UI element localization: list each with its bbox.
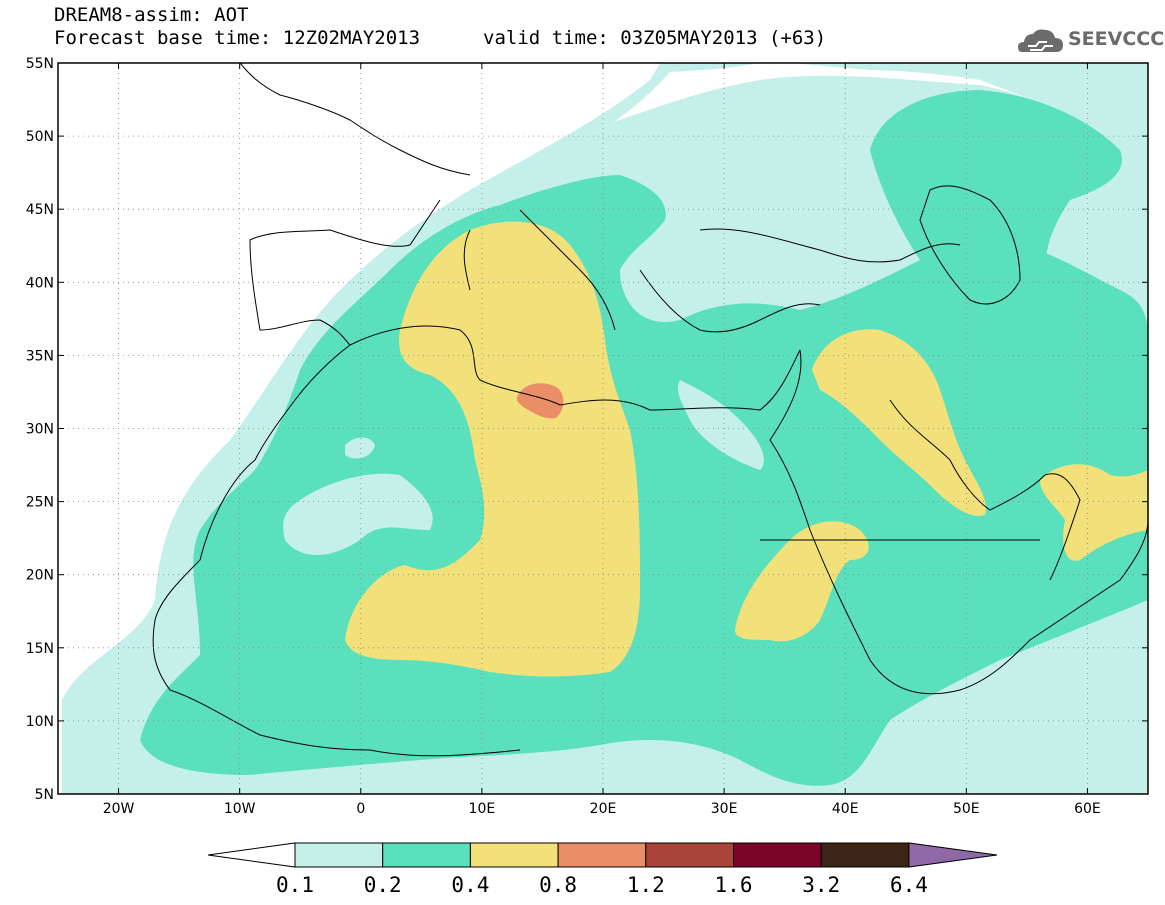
colorbar-segment [557, 842, 647, 868]
lat-tick-label: 10N [26, 714, 54, 730]
logo-text: SEEVCCC [1068, 28, 1165, 50]
aot-shading [62, 63, 1148, 794]
map-title: DREAM8-assim: AOT [54, 4, 249, 26]
aot-light-patch-1 [283, 473, 433, 555]
colorbar-label: 0.8 [539, 873, 577, 897]
lat-tick-label: 25N [26, 495, 54, 511]
colorbar-label: 0.1 [276, 873, 314, 897]
lon-tick-label: 20W [103, 801, 135, 817]
map-grid [58, 63, 1148, 794]
colorbar-label: 0.4 [451, 873, 489, 897]
colorbar: 0.1 0.2 0.4 0.8 1.2 1.6 3.2 6.4 [207, 842, 998, 897]
colorbar-segment [733, 842, 822, 868]
colorbar-arrow-right [908, 842, 998, 868]
lat-labels: 55N 50N 45N 40N 35N 30N 25N 20N 15N 10N 5N [26, 56, 54, 803]
colorbar-segment [820, 842, 910, 868]
lon-tick-label: 0 [356, 801, 365, 817]
aot-light-patch-2 [345, 437, 375, 459]
colorbar-label: 1.2 [627, 873, 665, 897]
colorbar-label: 3.2 [802, 873, 840, 897]
cloud-logo-icon [1018, 29, 1063, 52]
axis-ticks [58, 62, 1148, 795]
colorbar-label: 0.2 [364, 873, 402, 897]
lon-tick-label: 20E [590, 801, 617, 817]
aot-band-0.2-ne [870, 90, 1122, 330]
lon-tick-label: 40E [832, 801, 859, 817]
colorbar-segment [645, 842, 734, 868]
aot-band-0.4-central [345, 221, 640, 677]
lon-tick-label: 10W [224, 801, 256, 817]
aot-band-0.8 [516, 383, 564, 419]
lon-tick-label: 10E [469, 801, 496, 817]
colorbar-segment [469, 842, 559, 868]
lon-labels: 20W 10W 0 10E 20E 30E 40E 50E 60E [103, 801, 1101, 817]
valid-time-label: valid time: 03Z05MAY2013 (+63) [483, 27, 827, 49]
colorbar-segment [294, 842, 384, 868]
lat-tick-label: 50N [26, 129, 54, 145]
lat-tick-label: 45N [26, 202, 54, 218]
lat-tick-label: 40N [26, 275, 54, 291]
base-time-label: Forecast base time: 12Z02MAY2013 [54, 27, 421, 49]
colorbar-arrow-left [207, 842, 296, 868]
lat-tick-label: 5N [35, 787, 54, 803]
colorbar-label: 1.6 [715, 873, 753, 897]
lat-tick-label: 20N [26, 568, 54, 584]
lat-tick-label: 35N [26, 348, 54, 364]
lon-tick-label: 50E [953, 801, 980, 817]
colorbar-segment [382, 842, 471, 868]
lat-tick-label: 15N [26, 641, 54, 657]
colorbar-label: 6.4 [890, 873, 928, 897]
lat-tick-label: 55N [26, 56, 54, 72]
aot-band-0.4-horn [735, 521, 869, 642]
aot-light-patch-3 [678, 380, 764, 470]
lon-tick-label: 30E [711, 801, 738, 817]
lon-tick-label: 60E [1074, 801, 1101, 817]
aot-band-0.4-arabia [812, 329, 986, 516]
lat-tick-label: 30N [26, 422, 54, 438]
